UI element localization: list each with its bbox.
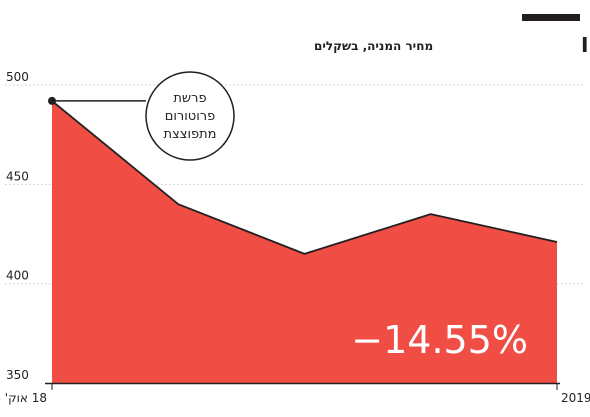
area-layer <box>52 100 557 383</box>
chart-subtitle: מחיר המניה, בשקלים <box>314 39 433 53</box>
y-tick-label: 350 <box>6 368 29 382</box>
annotation-text-line: פרוטורום <box>165 109 215 124</box>
y-tick-label: 450 <box>6 169 29 183</box>
annotation-text-line: פרשת <box>173 91 206 106</box>
y-axis-tick-labels: 350 400 450 500 <box>6 70 29 382</box>
annotation-bubble <box>145 71 235 161</box>
x-tick-label-start: 18 אוק' 2018 <box>0 391 47 405</box>
annotation: פרשת פרוטורום מתפוצצת <box>52 71 235 161</box>
y-tick-label: 500 <box>6 70 29 84</box>
x-tick-label-end: 12 באוג' 2019 <box>561 391 590 405</box>
y-tick-label: 400 <box>6 269 29 283</box>
x-axis: 18 אוק' 2018 12 באוג' 2019 <box>0 382 590 405</box>
chart-title: התסבוכת הצניחה את מניית IFF <box>581 33 590 57</box>
annotation-text-line: מתפוצצת <box>163 127 216 142</box>
change-percent-badge: −14.55% <box>351 318 528 362</box>
header-accent-bar <box>522 14 580 21</box>
price-area <box>52 100 557 383</box>
price-line <box>51 100 558 255</box>
